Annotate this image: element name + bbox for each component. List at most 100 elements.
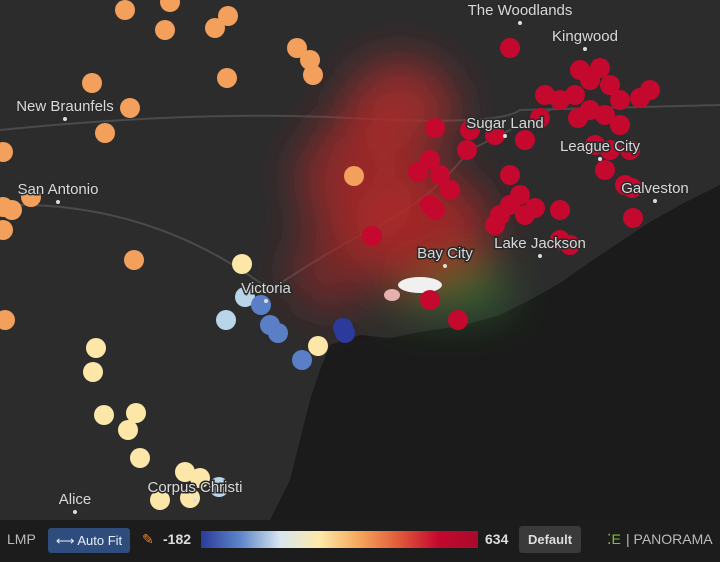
- city-marker: [538, 254, 542, 258]
- city-marker: [264, 299, 268, 303]
- node-dot: [190, 468, 210, 488]
- node-dot: [216, 310, 236, 330]
- node-dot: [344, 166, 364, 186]
- city-label: Corpus Christi: [147, 479, 242, 496]
- node-dot: [515, 205, 535, 225]
- auto-fit-label: Auto Fit: [77, 533, 123, 548]
- default-button[interactable]: Default: [519, 526, 581, 553]
- node-dot: [530, 108, 550, 128]
- node-dot: [600, 75, 620, 95]
- node-dot: [425, 118, 445, 138]
- node-dot: [209, 477, 229, 497]
- node-dot: [287, 38, 307, 58]
- sea: [270, 185, 720, 520]
- node-dot: [150, 490, 170, 510]
- node-dot: [300, 50, 320, 70]
- city-label: Victoria: [241, 280, 291, 297]
- node-dot: [550, 200, 570, 220]
- node-dot: [440, 180, 460, 200]
- city-label: San Antonio: [18, 181, 99, 198]
- node-dot: [268, 323, 288, 343]
- auto-fit-button[interactable]: ⟷ Auto Fit: [48, 528, 130, 553]
- node-dot: [595, 105, 615, 125]
- node-dot: [118, 420, 138, 440]
- city-label: Kingwood: [552, 28, 618, 45]
- city-label: Alice: [59, 491, 92, 508]
- node-dot: [610, 115, 630, 135]
- node-dot: [86, 338, 106, 358]
- city-marker: [193, 498, 197, 502]
- node-dot: [610, 90, 630, 110]
- metric: LMP: [7, 531, 36, 547]
- node-dot: [82, 73, 102, 93]
- node-dot: [180, 488, 200, 508]
- edit-icon[interactable]: ✎: [142, 531, 154, 547]
- city-marker: [443, 264, 447, 268]
- node-dot: [120, 98, 140, 118]
- node-dot: [460, 120, 480, 140]
- logo: ⁚E: [607, 531, 621, 547]
- city-marker: [653, 199, 657, 203]
- node-dot: [251, 295, 271, 315]
- node-dot: [235, 287, 255, 307]
- max-value: 634: [485, 531, 509, 547]
- node-dot: [130, 448, 150, 468]
- node-dot: [335, 323, 355, 343]
- city-marker: [583, 47, 587, 51]
- node-dot: [595, 160, 615, 180]
- hotspot: [398, 277, 442, 293]
- node-dot: [0, 142, 13, 162]
- city-marker: [63, 117, 67, 121]
- node-dot: [485, 215, 505, 235]
- node-dot: [560, 235, 580, 255]
- node-dot: [420, 290, 440, 310]
- node-dot: [308, 336, 328, 356]
- node-dot: [2, 200, 22, 220]
- node-dot: [155, 20, 175, 40]
- node-dot: [623, 208, 643, 228]
- city-label: The Woodlands: [468, 2, 573, 19]
- node-dot: [94, 405, 114, 425]
- brand: | PANORAMA: [626, 531, 713, 547]
- node-dot: [124, 250, 144, 270]
- node-dot: [408, 162, 428, 182]
- heatmap: [290, 60, 510, 318]
- node-dot: [292, 350, 312, 370]
- node-dot: [457, 140, 477, 160]
- node-dot: [126, 403, 146, 423]
- city-marker: [56, 200, 60, 204]
- node-dot: [175, 462, 195, 482]
- node-dot: [218, 6, 238, 26]
- city-marker: [518, 21, 522, 25]
- toolbar: LMP ⟷ Auto Fit ✎ -182 634 Default ⁚E | P…: [0, 520, 720, 562]
- node-dot: [21, 187, 41, 207]
- color-scale: [201, 531, 478, 548]
- node-dot: [232, 254, 252, 274]
- node-dot: [205, 18, 225, 38]
- city-label: Galveston: [621, 180, 689, 197]
- node-dot: [362, 226, 382, 246]
- city-label: League City: [560, 138, 641, 155]
- node-dot: [217, 68, 237, 88]
- city-marker: [73, 510, 77, 514]
- node-dot: [160, 0, 180, 12]
- node-dot: [590, 58, 610, 78]
- node-dot: [95, 123, 115, 143]
- node-dot: [600, 140, 620, 160]
- node-dot: [303, 65, 323, 85]
- node-dot: [485, 125, 505, 145]
- node-dot: [448, 310, 468, 330]
- node-dot: [115, 0, 135, 20]
- node-dot: [83, 362, 103, 382]
- hotspot: [384, 289, 400, 301]
- node-dot: [0, 310, 15, 330]
- map: The Woodlands Kingwood New Braunfels Sugar …: [0, 0, 720, 520]
- node-dot: [425, 200, 445, 220]
- node-dot: [640, 80, 660, 100]
- node-dot: [500, 38, 520, 58]
- node-dot: [500, 165, 520, 185]
- city-label: Lake Jackson: [494, 235, 586, 252]
- node-dot: [568, 108, 588, 128]
- node-dot: [622, 178, 642, 198]
